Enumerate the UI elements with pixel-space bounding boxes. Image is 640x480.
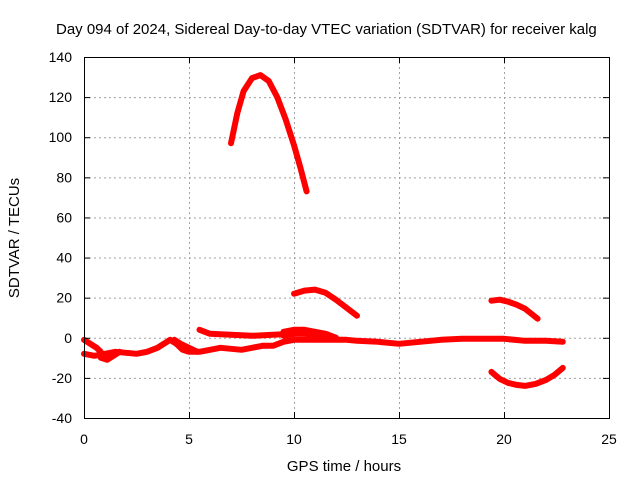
y-tick-label: 120	[49, 89, 73, 105]
data-series	[81, 72, 566, 389]
plot-frame	[84, 57, 610, 419]
series-line-arc-8	[280, 330, 339, 342]
series-line-arc-11	[488, 364, 566, 389]
y-tick-label: -20	[52, 370, 72, 386]
y-tick-label: 0	[64, 330, 72, 346]
y-tick-label: 140	[49, 49, 73, 65]
x-tick-label: 15	[391, 431, 407, 447]
series-line-arc-4	[171, 336, 201, 355]
y-tick-labels: -40 -20 0 20 40 60 80 100 120 140	[49, 49, 73, 426]
x-axis-label: GPS time / hours	[287, 458, 401, 475]
y-tick-label: 60	[56, 209, 72, 225]
y-tick-label: -40	[52, 410, 72, 426]
y-tick-label: 40	[56, 250, 72, 266]
series-line-arc-1	[81, 336, 104, 355]
series-line-arc-5	[228, 72, 310, 195]
axis-ticks	[84, 57, 610, 419]
x-tick-label: 0	[80, 431, 88, 447]
x-tick-labels: 0 5 10 15 20 25	[80, 431, 617, 447]
y-axis-label: SDTVAR / TECUs	[6, 178, 23, 298]
x-tick-label: 10	[286, 431, 302, 447]
series-line-arc-9	[291, 286, 360, 319]
x-tick-label: 5	[185, 431, 193, 447]
series-line-arc-2	[81, 335, 566, 359]
grid	[84, 57, 609, 418]
series-line-arc-3	[97, 348, 123, 363]
y-tick-label: 100	[49, 129, 73, 145]
series-line-arc-10	[488, 296, 541, 322]
chart-title: Day 094 of 2024, Sidereal Day-to-day VTE…	[56, 21, 597, 38]
x-tick-label: 25	[601, 431, 617, 447]
y-tick-label: 20	[56, 290, 72, 306]
x-tick-label: 20	[496, 431, 512, 447]
y-tick-label: 80	[56, 169, 72, 185]
